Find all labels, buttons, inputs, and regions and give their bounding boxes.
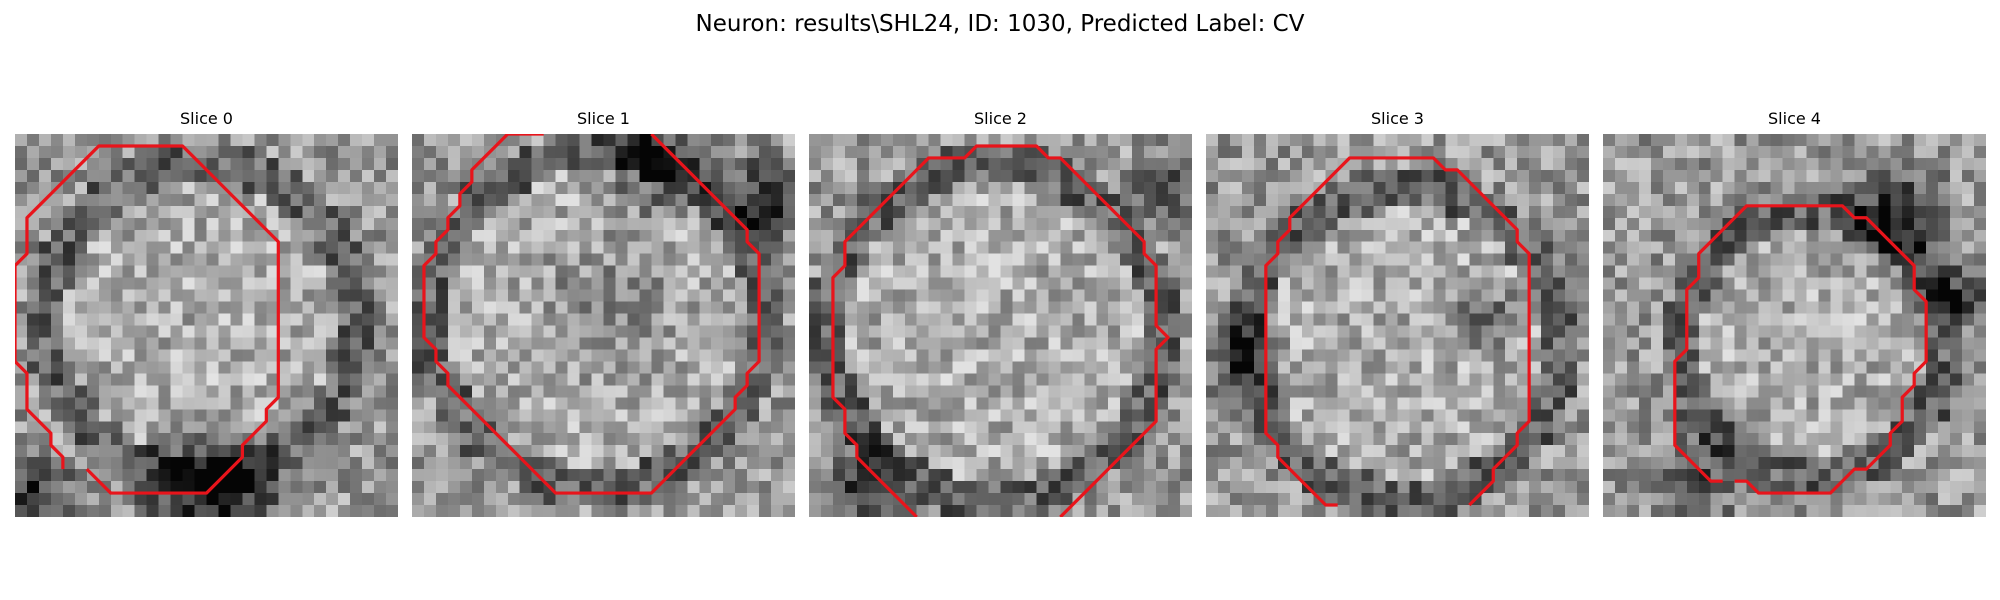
slice-image-2 xyxy=(809,134,1192,517)
slice-image-0 xyxy=(15,134,398,517)
slice-image-1 xyxy=(412,134,795,517)
slice-panel-1: Slice 1 xyxy=(412,108,795,517)
slice-image-3 xyxy=(1206,134,1589,517)
contour-overlay-1 xyxy=(422,134,545,483)
slice-title-4: Slice 4 xyxy=(1768,109,1821,128)
contour-overlay-4 xyxy=(1673,204,1928,495)
slice-panel-2: Slice 2 xyxy=(809,108,1192,517)
contour-overlay-2 xyxy=(831,144,1170,517)
slice-title-1: Slice 1 xyxy=(577,109,630,128)
slice-title-0: Slice 0 xyxy=(180,109,233,128)
contour-overlay-3 xyxy=(1264,156,1531,507)
contour-overlay-0 xyxy=(15,144,280,495)
slice-panel-4: Slice 4 xyxy=(1603,108,1986,517)
figure-title: Neuron: results\SHL24, ID: 1030, Predict… xyxy=(695,11,1305,37)
slice-panel-3: Slice 3 xyxy=(1206,108,1589,517)
slice-title-2: Slice 2 xyxy=(974,109,1027,128)
slice-title-3: Slice 3 xyxy=(1371,109,1424,128)
slice-panel-0: Slice 0 xyxy=(15,108,398,517)
slice-image-4 xyxy=(1603,134,1986,517)
